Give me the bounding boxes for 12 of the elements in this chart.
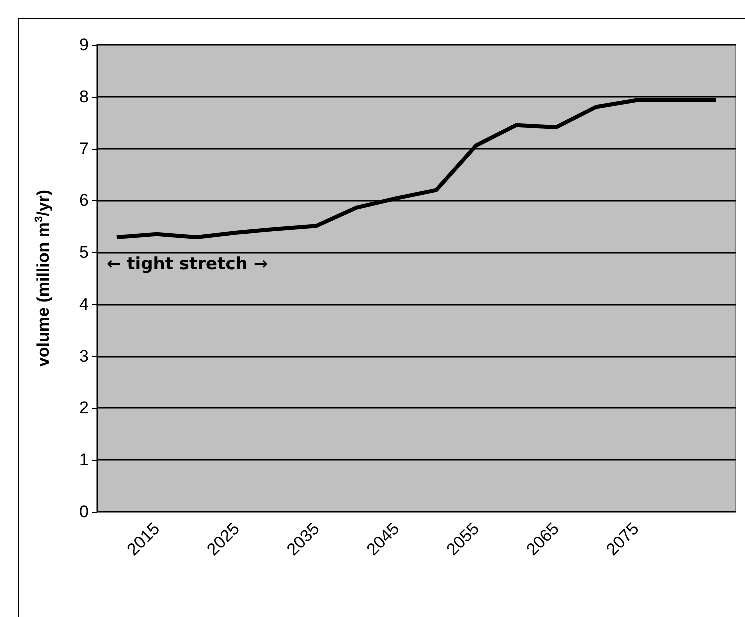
y-tick-label: 8 (80, 87, 89, 106)
annotation: ← tight stretch → (107, 254, 268, 274)
y-tick-label: 9 (80, 36, 89, 54)
y-tick-label: 6 (80, 191, 89, 210)
y-tick-label: 3 (80, 346, 89, 366)
y-tick-label: 7 (80, 139, 89, 158)
y-tick-label: 2 (80, 398, 89, 418)
y-axis-title: volume (million m3/yr) (34, 190, 53, 368)
y-tick-label: 4 (80, 294, 89, 314)
y-tick-label: 5 (80, 243, 89, 262)
y-tick-label: 1 (80, 450, 89, 470)
y-tick-label: 0 (80, 502, 89, 522)
